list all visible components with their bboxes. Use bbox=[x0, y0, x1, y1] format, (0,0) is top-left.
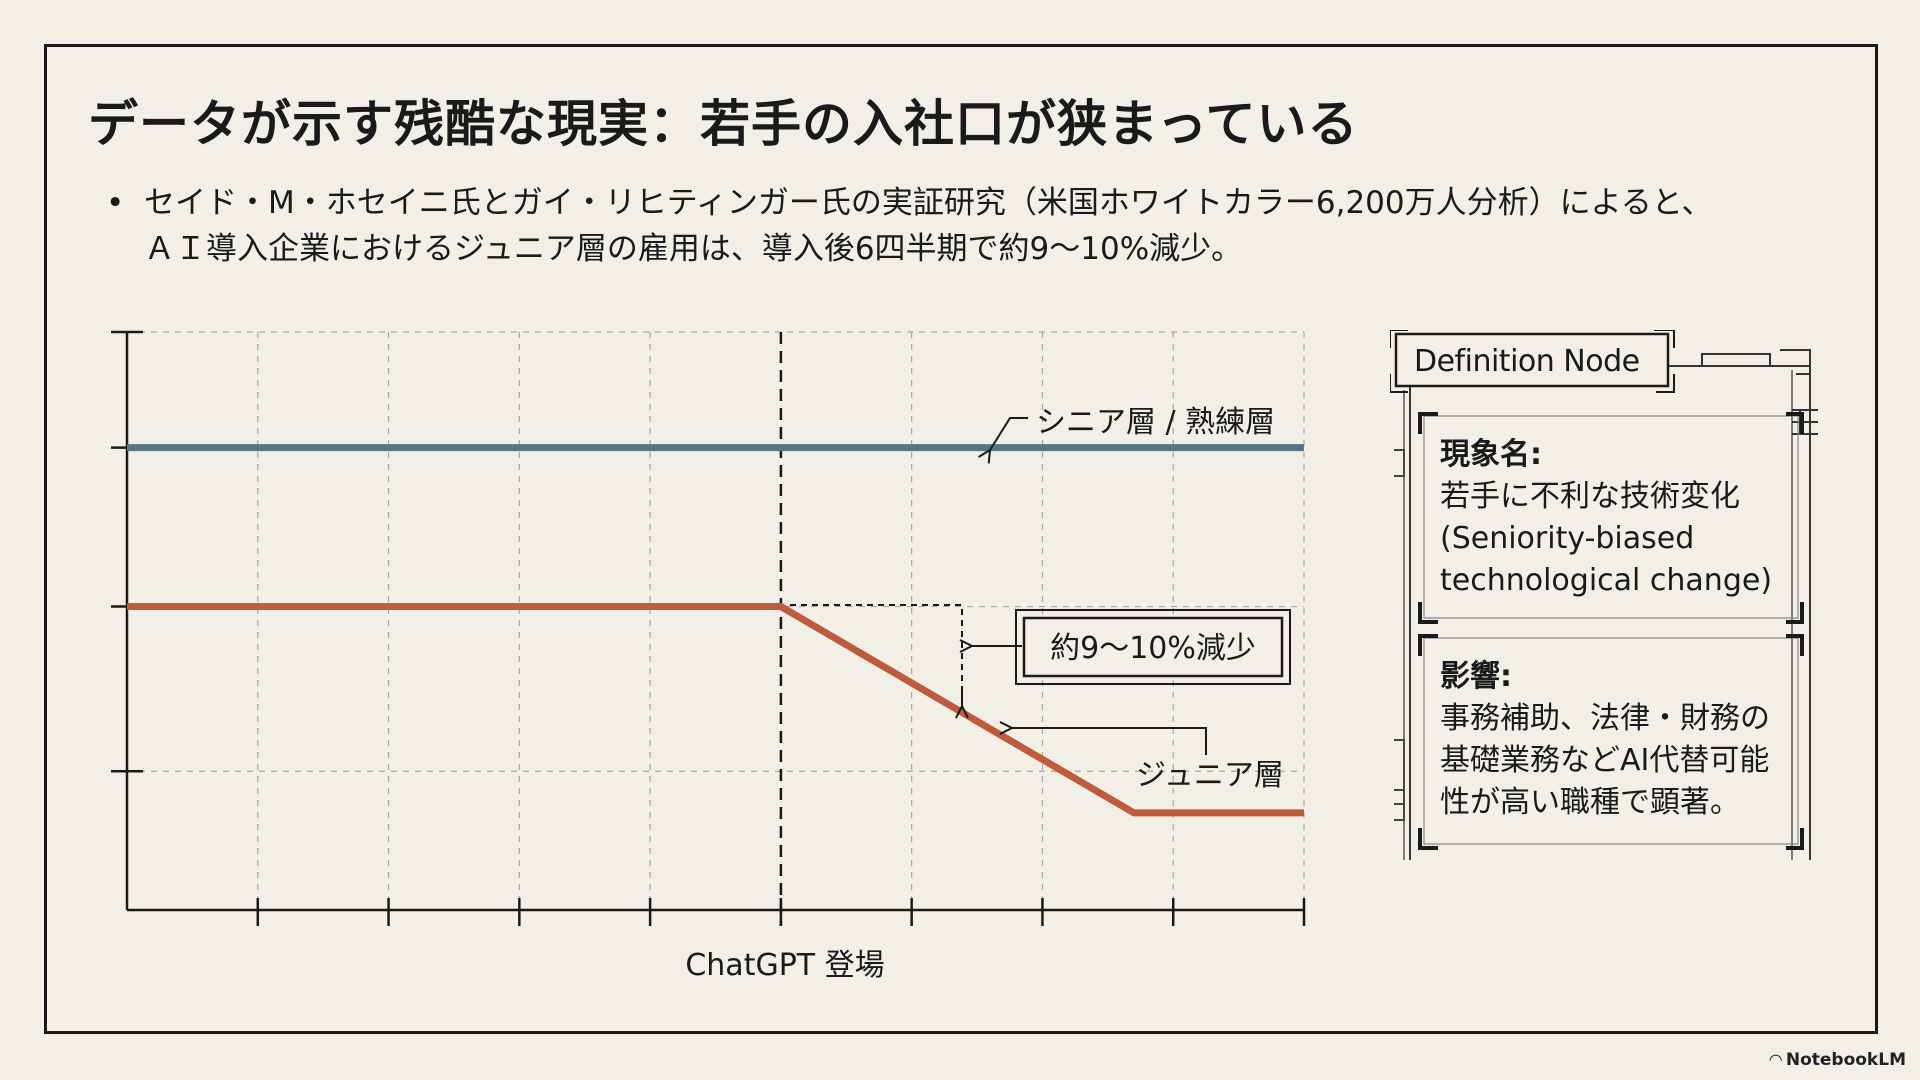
section2-corner-marks bbox=[1418, 634, 1804, 850]
junior-annotation-label: ジュニア層 bbox=[1136, 758, 1284, 793]
slide-frame bbox=[44, 44, 1878, 1034]
drop-annotation: 約9〜10%減少 bbox=[790, 604, 1291, 706]
section2-frame bbox=[1423, 637, 1799, 845]
impact-body: 事務補助、法律・財務の 基礎業務などAI代替可能 性が高い職種で顕著。 bbox=[1440, 701, 1770, 820]
bullet-line-2: ＡＩ導入企業におけるジュニア層の雇用は、導入後6四半期で約9〜10%減少。 bbox=[144, 231, 1243, 267]
definition-title-box bbox=[1394, 332, 1670, 388]
slide-title: データが示す残酷な現実：若手の入社口が狭まっている bbox=[88, 95, 1359, 153]
definition-section-phenomenon: 現象名: 若手に不利な技術変化 (Seniority-biased techno… bbox=[1440, 434, 1780, 602]
impact-heading: 影響: bbox=[1440, 659, 1512, 694]
senior-annotation-label: シニア層 / 熟練層 bbox=[1036, 405, 1275, 440]
drop-label-inner-box bbox=[1022, 616, 1284, 678]
bullet-line-1: セイド・M・ホセイニ氏とガイ・リヒティンガー氏の実証研究（米国ホワイトカラー6,… bbox=[144, 185, 1713, 221]
drop-label: 約9〜10%減少 bbox=[1050, 631, 1256, 666]
bullet-dot-icon: • bbox=[106, 185, 125, 221]
senior-annotation: シニア層 / 熟練層 bbox=[990, 405, 1275, 450]
definition-node-panel: Definition Node 現象名: 若手に不利な技術変化 (Seniori… bbox=[1390, 330, 1818, 860]
junior-annotation: ジュニア層 bbox=[1012, 728, 1284, 793]
circuit-decoration-icon bbox=[1701, 349, 1811, 375]
bullet-text: • セイド・M・ホセイニ氏とガイ・リヒティンガー氏の実証研究（米国ホワイトカラー… bbox=[106, 180, 1812, 272]
circuit-ticks-icon bbox=[1792, 409, 1818, 435]
brand-name: NotebookLM bbox=[1785, 1050, 1906, 1070]
definition-section-impact: 影響: 事務補助、法律・財務の 基礎業務などAI代替可能 性が高い職種で顕著。 bbox=[1440, 656, 1780, 824]
notebooklm-brand: ◠ NotebookLM bbox=[1770, 1050, 1906, 1070]
definition-frame bbox=[1390, 330, 1818, 860]
drop-label-outer-box bbox=[1015, 609, 1291, 685]
chart-axes bbox=[111, 330, 1306, 926]
definition-title: Definition Node bbox=[1414, 344, 1640, 379]
left-rail-decoration-icon bbox=[1394, 449, 1405, 821]
phenomenon-heading: 現象名: bbox=[1440, 437, 1542, 472]
notebooklm-logo-icon: ◠ bbox=[1769, 1050, 1782, 1069]
chatgpt-event-label: ChatGPT 登場 bbox=[685, 948, 884, 983]
section1-corner-marks bbox=[1418, 412, 1804, 624]
section1-frame bbox=[1423, 415, 1799, 619]
definition-outer-frame bbox=[1409, 365, 1811, 860]
phenomenon-body: 若手に不利な技術変化 (Seniority-biased technologic… bbox=[1440, 479, 1773, 598]
senior-annotation-arrow bbox=[990, 417, 1028, 450]
junior-annotation-arrow bbox=[1012, 728, 1207, 755]
drop-bracket bbox=[790, 604, 963, 700]
